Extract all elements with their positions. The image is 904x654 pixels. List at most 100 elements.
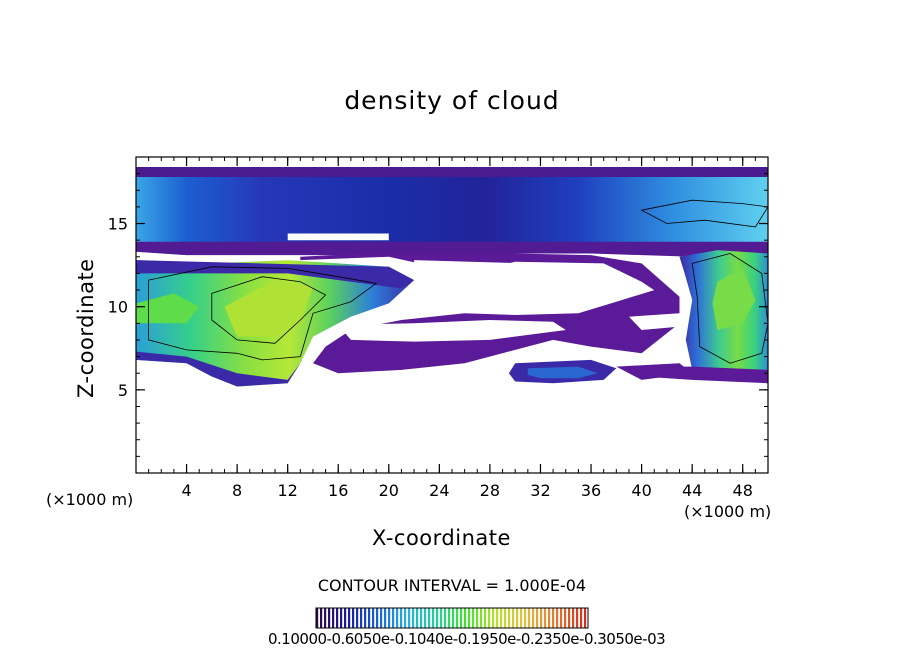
colorbar-swatch (360, 608, 363, 628)
y-tick-label: 10 (108, 298, 128, 317)
colorbar-swatch (316, 608, 319, 628)
colorbar-swatch (432, 608, 435, 628)
colorbar-swatch (368, 608, 371, 628)
colorbar-swatch (576, 608, 579, 628)
colorbar-swatch (524, 608, 527, 628)
upper-gap (287, 233, 389, 241)
colorbar-swatch (536, 608, 539, 628)
colorbar-swatch (444, 608, 447, 628)
x-axis-label: X-coordinate (372, 526, 511, 550)
colorbar-swatch (452, 608, 455, 628)
colorbar-swatch (348, 608, 351, 628)
left-cell-core (224, 280, 313, 337)
x-tick-label: 32 (530, 481, 550, 500)
colorbar-swatch (512, 608, 515, 628)
colorbar-swatch (516, 608, 519, 628)
x-tick-label: 8 (232, 481, 242, 500)
colorbar-frame (315, 607, 589, 629)
colorbar-swatch (404, 608, 407, 628)
colorbar-swatch (332, 608, 335, 628)
colorbar-swatch (400, 608, 403, 628)
middle-gap-2 (338, 320, 566, 342)
colorbar-swatch (544, 608, 547, 628)
colorbar-swatch (428, 608, 431, 628)
left-cell-bottom-edge (136, 351, 301, 387)
colorbar-swatch (340, 608, 343, 628)
colorbar-swatch (460, 608, 463, 628)
colorbar-swatch (532, 608, 535, 628)
upper-layer-edge (136, 167, 768, 177)
colorbar-swatch (392, 608, 395, 628)
colorbar-swatch (364, 608, 367, 628)
left-cell-top-edge (136, 260, 415, 289)
y-tick-label: 15 (108, 215, 128, 234)
colorbar-swatch (412, 608, 415, 628)
colorbar-swatch (572, 608, 575, 628)
colorbar-swatch (376, 608, 379, 628)
colorbar-swatch (568, 608, 571, 628)
colorbar-swatch (508, 608, 511, 628)
colorbar-swatch (436, 608, 439, 628)
colorbar-swatch (472, 608, 475, 628)
colorbar-swatch (560, 608, 563, 628)
x-tick-label: 36 (581, 481, 601, 500)
colorbar-swatch (548, 608, 551, 628)
colorbar-swatch (528, 608, 531, 628)
right-cell-base (641, 366, 768, 384)
colorbar-swatch (488, 608, 491, 628)
colorbar-swatch (356, 608, 359, 628)
colorbar-swatch (496, 608, 499, 628)
colorbar-swatch (396, 608, 399, 628)
colorbar-swatch (500, 608, 503, 628)
x-tick-label: 20 (379, 481, 399, 500)
colorbar-swatch (476, 608, 479, 628)
colorbar-swatch (480, 608, 483, 628)
colorbar-swatch (552, 608, 555, 628)
colorbar-labels: 0.10000-0.6050e-0.1040e-0.1950e-0.2350e-… (268, 630, 666, 648)
middle-gap-1 (414, 260, 528, 297)
x-tick-label: 24 (429, 481, 449, 500)
chart-title: density of cloud (344, 86, 560, 115)
colorbar-swatch (384, 608, 387, 628)
colorbar-swatch (468, 608, 471, 628)
x-tick-label: 48 (733, 481, 753, 500)
upper-layer-base (136, 241, 768, 257)
colorbar-swatch (380, 608, 383, 628)
y-tick-label: 5 (118, 381, 128, 400)
x-tick-label: 4 (181, 481, 191, 500)
left-cell-inner (136, 293, 200, 324)
colorbar-swatch (580, 608, 583, 628)
colorbar-swatch (464, 608, 467, 628)
colorbar-swatch (440, 608, 443, 628)
colorbar-swatch (484, 608, 487, 628)
x-tick-label: 12 (278, 481, 298, 500)
colorbar-swatch (336, 608, 339, 628)
colorbar-swatch (388, 608, 391, 628)
colorbar-swatch (416, 608, 419, 628)
density-field (136, 167, 768, 387)
contour-line (148, 266, 378, 361)
contour-line (691, 253, 768, 364)
colorbar-swatch (540, 608, 543, 628)
middle-thin-cloud (300, 253, 680, 374)
x-unit-right-label: (×1000 m) (684, 502, 772, 521)
middle-gap-3 (629, 313, 680, 330)
colorbar-swatch (324, 608, 327, 628)
right-cell-core (712, 268, 756, 330)
colorbar-swatch (456, 608, 459, 628)
contour-line (640, 199, 768, 228)
colorbar-swatch (504, 608, 507, 628)
x-unit-left-label: (×1000 m) (46, 490, 134, 509)
x-tick-label: 28 (480, 481, 500, 500)
colorbar-swatch (420, 608, 423, 628)
colorbar-swatch (408, 608, 411, 628)
colorbar-swatch (492, 608, 495, 628)
colorbar-swatch (584, 608, 587, 628)
x-tick-label: 16 (328, 481, 348, 500)
colorbar-swatch (520, 608, 523, 628)
x-tick-label: 44 (682, 481, 702, 500)
colorbar-swatch (352, 608, 355, 628)
colorbar-swatch (320, 608, 323, 628)
lower-band-core (527, 366, 598, 379)
